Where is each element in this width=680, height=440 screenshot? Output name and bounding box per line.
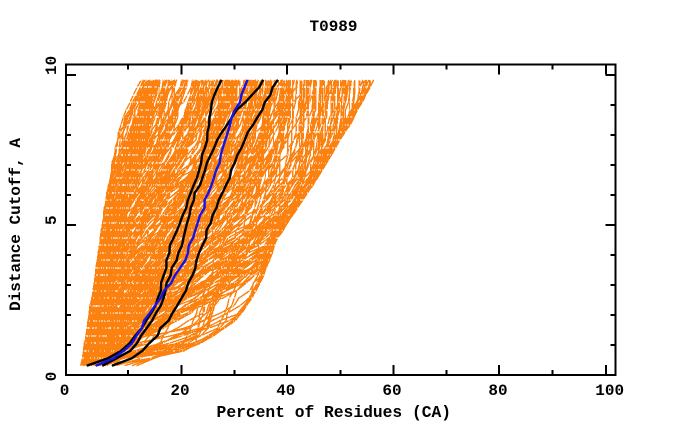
svg-text:20: 20 <box>170 382 189 400</box>
svg-text:T0989: T0989 <box>309 18 357 36</box>
svg-text:0: 0 <box>60 382 70 400</box>
svg-text:100: 100 <box>595 382 624 400</box>
svg-text:10: 10 <box>43 56 61 75</box>
svg-text:Percent of Residues (CA): Percent of Residues (CA) <box>217 403 452 422</box>
svg-text:80: 80 <box>488 382 507 400</box>
svg-text:40: 40 <box>276 382 295 400</box>
svg-text:Distance Cutoff, A: Distance Cutoff, A <box>7 138 25 311</box>
svg-text:0: 0 <box>43 372 61 382</box>
svg-text:60: 60 <box>382 382 401 400</box>
svg-text:5: 5 <box>43 215 61 225</box>
